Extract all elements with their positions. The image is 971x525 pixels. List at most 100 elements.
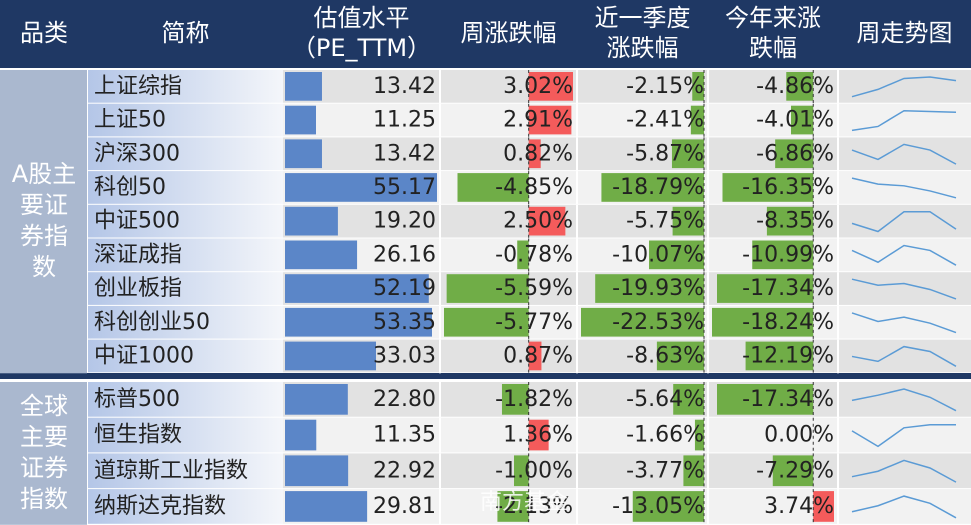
change-value: -18.24% bbox=[742, 310, 834, 335]
change-value: -13.05% bbox=[612, 494, 704, 519]
row-bg bbox=[283, 453, 971, 489]
change-value: 1.36% bbox=[503, 423, 573, 448]
header-label: 简称 bbox=[162, 19, 210, 47]
pe-bar bbox=[285, 139, 322, 169]
change-bar bbox=[517, 240, 529, 270]
change-value: -18.79% bbox=[612, 175, 704, 200]
name-cell bbox=[88, 171, 283, 204]
change-bar bbox=[457, 173, 529, 202]
pe-bar bbox=[285, 206, 338, 236]
pe-value: 53.35 bbox=[373, 310, 436, 335]
change-bar bbox=[692, 72, 704, 101]
pe-bar bbox=[285, 105, 316, 135]
change-bar bbox=[752, 240, 814, 270]
change-bar bbox=[649, 240, 704, 270]
pe-bar bbox=[285, 307, 432, 337]
header-label: 今年来涨 bbox=[725, 4, 821, 32]
pe-bar bbox=[285, 384, 348, 415]
change-bar bbox=[722, 173, 814, 202]
group-cell bbox=[0, 70, 87, 374]
change-bar bbox=[694, 419, 704, 451]
index-name: 恒生指数 bbox=[94, 423, 182, 448]
change-value: -7.29% bbox=[756, 458, 834, 483]
pe-value: 55.17 bbox=[373, 175, 436, 200]
header-label: 品类 bbox=[20, 19, 68, 47]
change-value: -8.63% bbox=[626, 343, 704, 368]
trend-line bbox=[851, 423, 956, 448]
change-bar bbox=[656, 341, 704, 371]
change-bar bbox=[595, 274, 704, 303]
pe-bar bbox=[285, 240, 358, 270]
index-name: 上证综指 bbox=[94, 74, 182, 99]
pe-value: 26.16 bbox=[373, 242, 436, 267]
change-value: -4.86% bbox=[756, 74, 834, 99]
pe-value: 13.42 bbox=[373, 74, 436, 99]
change-bar bbox=[528, 419, 549, 451]
trend-line bbox=[851, 495, 957, 519]
change-value: 0.82% bbox=[503, 141, 573, 166]
row-bg bbox=[283, 417, 971, 453]
change-value: -2.41% bbox=[626, 108, 704, 133]
change-bar bbox=[716, 274, 814, 303]
change-bar bbox=[446, 274, 529, 303]
index-name: 沪深300 bbox=[94, 141, 180, 166]
change-value: -22.53% bbox=[612, 310, 704, 335]
pe-bar bbox=[285, 341, 377, 371]
change-bar bbox=[514, 455, 529, 487]
change-bar bbox=[690, 105, 704, 135]
name-cell bbox=[88, 103, 283, 137]
row-bg bbox=[283, 238, 971, 272]
change-value: -16.35% bbox=[742, 175, 834, 200]
header-label: 近一季度 bbox=[595, 4, 691, 32]
pe-bar bbox=[285, 491, 368, 522]
change-value: -1.00% bbox=[495, 458, 573, 483]
change-value: 3.02% bbox=[503, 74, 573, 99]
index-name: 中证1000 bbox=[94, 343, 194, 368]
change-value: -0.78% bbox=[495, 242, 573, 267]
header-label: 涨跌幅 bbox=[607, 34, 679, 62]
change-bar bbox=[766, 206, 814, 236]
pe-bar bbox=[285, 419, 317, 451]
change-value: -12.19% bbox=[742, 343, 834, 368]
header-label: 跌幅 bbox=[749, 34, 797, 62]
name-cell bbox=[88, 137, 283, 171]
change-bar bbox=[772, 455, 814, 487]
trend-line bbox=[851, 211, 957, 233]
index-name: 科创创业50 bbox=[94, 310, 210, 335]
index-name: 深证成指 bbox=[94, 242, 182, 267]
change-bar bbox=[528, 206, 566, 236]
row-bg bbox=[283, 339, 971, 373]
change-value: 2.50% bbox=[503, 209, 573, 234]
watermark: 南方基金 bbox=[480, 490, 568, 515]
pe-bar bbox=[285, 173, 437, 202]
trend-line bbox=[851, 143, 957, 165]
change-bar bbox=[672, 206, 704, 236]
pe-value: 13.42 bbox=[373, 141, 436, 166]
pe-value: 22.80 bbox=[373, 387, 436, 412]
change-value: -1.66% bbox=[626, 423, 704, 448]
change-bar bbox=[745, 341, 814, 371]
row-bg bbox=[283, 204, 971, 238]
change-bar bbox=[501, 384, 529, 415]
index-name: 上证50 bbox=[94, 108, 166, 133]
change-bar bbox=[444, 307, 529, 337]
row-bg bbox=[283, 489, 971, 524]
change-value: -4.85% bbox=[495, 175, 573, 200]
change-bar bbox=[671, 139, 704, 169]
change-bar bbox=[716, 384, 814, 415]
pe-value: 22.92 bbox=[373, 458, 436, 483]
change-value: -8.35% bbox=[756, 209, 834, 234]
change-value: -5.75% bbox=[626, 209, 704, 234]
header-label: 估值水平 bbox=[314, 4, 410, 32]
row-bg bbox=[283, 137, 971, 171]
change-bar bbox=[528, 72, 573, 101]
change-value: -5.59% bbox=[495, 276, 573, 301]
name-cell bbox=[88, 305, 283, 339]
group-label: 全球主要证券指数 bbox=[20, 392, 68, 513]
group-separator bbox=[0, 373, 971, 379]
name-cell bbox=[88, 417, 283, 453]
pe-bar bbox=[285, 455, 349, 487]
change-bar bbox=[632, 491, 704, 522]
change-value: 3.74% bbox=[764, 494, 834, 519]
